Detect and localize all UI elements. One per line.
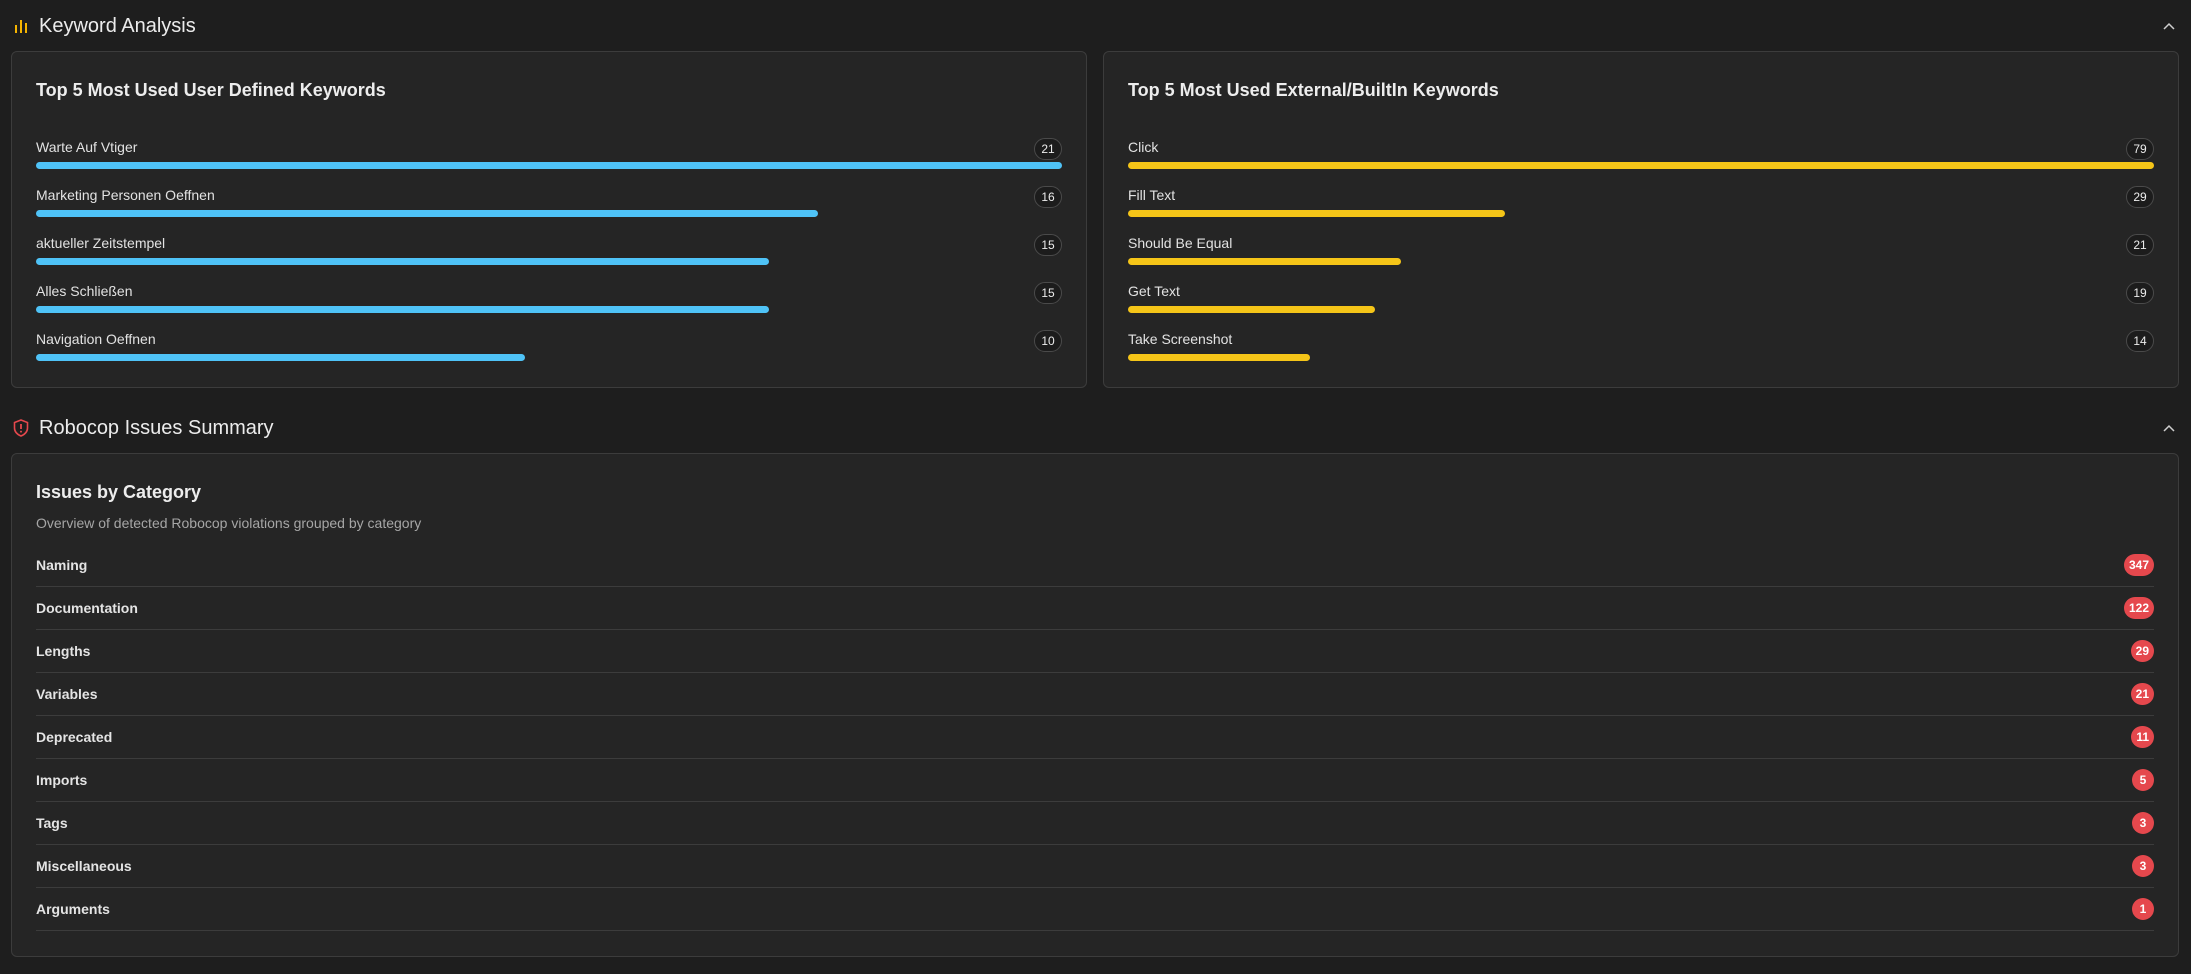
keyword-analysis-header[interactable]: Keyword Analysis xyxy=(0,6,2191,46)
keyword-count-badge: 21 xyxy=(1034,138,1062,160)
keyword-bar xyxy=(1128,258,1401,265)
keyword-bar-track xyxy=(1128,354,2154,361)
category-row[interactable]: Variables 21 xyxy=(36,673,2154,716)
bar-chart-icon xyxy=(12,17,30,35)
category-label: Deprecated xyxy=(36,729,113,745)
issue-count-badge: 347 xyxy=(2123,554,2154,576)
issue-count-badge: 21 xyxy=(2130,683,2154,705)
keyword-count-badge: 16 xyxy=(1034,186,1062,208)
robocop-title: Robocop Issues Summary xyxy=(39,416,274,439)
keyword-count-badge: 19 xyxy=(2126,282,2154,304)
category-row[interactable]: Lengths 29 xyxy=(36,630,2154,673)
keyword-count-badge: 15 xyxy=(1034,282,1062,304)
keyword-bar xyxy=(1128,210,1505,217)
category-row[interactable]: Deprecated 11 xyxy=(36,716,2154,759)
keyword-count-badge: 21 xyxy=(2126,234,2154,256)
keyword-count-badge: 29 xyxy=(2126,186,2154,208)
keyword-bar xyxy=(36,210,818,217)
keyword-bar xyxy=(1128,162,2154,169)
category-row[interactable]: Tags 3 xyxy=(36,802,2154,845)
keyword-bar xyxy=(36,258,769,265)
category-label: Lengths xyxy=(36,643,91,659)
issues-by-category-card: Issues by Category Overview of detected … xyxy=(11,453,2179,957)
keyword-row: Fill Text 29 xyxy=(1128,186,2154,226)
chevron-up-icon[interactable] xyxy=(2159,418,2179,438)
keyword-row: aktueller Zeitstempel 15 xyxy=(36,234,1062,274)
keyword-label: Navigation Oeffnen xyxy=(36,331,156,347)
issue-count-badge: 3 xyxy=(2132,812,2154,834)
card-title: Top 5 Most Used User Defined Keywords xyxy=(36,80,386,100)
keyword-row: Should Be Equal 21 xyxy=(1128,234,2154,274)
category-label: Naming xyxy=(36,557,88,573)
category-label: Variables xyxy=(36,686,98,702)
keyword-count-badge: 79 xyxy=(2126,138,2154,160)
issue-count-badge: 3 xyxy=(2132,855,2154,877)
keyword-row: Warte Auf Vtiger 21 xyxy=(36,138,1062,178)
keyword-row: Take Screenshot 14 xyxy=(1128,330,2154,370)
keyword-row: Alles Schließen 15 xyxy=(36,282,1062,322)
shield-alert-icon xyxy=(12,419,30,437)
keyword-count-badge: 10 xyxy=(1034,330,1062,352)
card-title: Issues by Category xyxy=(36,482,202,502)
user-defined-keywords-card: Top 5 Most Used User Defined Keywords Wa… xyxy=(11,51,1087,388)
keyword-label: Should Be Equal xyxy=(1128,235,1233,251)
keyword-bar xyxy=(1128,354,1310,361)
chevron-up-icon[interactable] xyxy=(2159,16,2179,36)
keyword-row: Click 79 xyxy=(1128,138,2154,178)
keyword-label: Warte Auf Vtiger xyxy=(36,139,138,155)
keyword-label: Take Screenshot xyxy=(1128,331,1233,347)
issue-count-badge: 5 xyxy=(2132,769,2154,791)
keyword-bar-track xyxy=(36,258,1062,265)
issue-count-badge: 1 xyxy=(2132,898,2154,920)
external-keywords-card: Top 5 Most Used External/BuiltIn Keyword… xyxy=(1103,51,2179,388)
keyword-bar xyxy=(36,162,1062,169)
category-row[interactable]: Documentation 122 xyxy=(36,587,2154,630)
keyword-bar-track xyxy=(1128,306,2154,313)
keyword-analysis-title: Keyword Analysis xyxy=(39,14,196,37)
keyword-row: Navigation Oeffnen 10 xyxy=(36,330,1062,370)
category-label: Miscellaneous xyxy=(36,858,132,874)
issue-count-badge: 29 xyxy=(2130,640,2154,662)
card-subtitle: Overview of detected Robocop violations … xyxy=(36,515,422,531)
keyword-bar-track xyxy=(36,306,1062,313)
category-label: Tags xyxy=(36,815,68,831)
keyword-count-badge: 14 xyxy=(2126,330,2154,352)
keyword-label: Fill Text xyxy=(1128,187,1176,203)
category-row[interactable]: Imports 5 xyxy=(36,759,2154,802)
keyword-label: Alles Schließen xyxy=(36,283,133,299)
keyword-bar-track xyxy=(36,162,1062,169)
keyword-label: aktueller Zeitstempel xyxy=(36,235,166,251)
keyword-bar xyxy=(36,306,769,313)
category-row[interactable]: Naming 347 xyxy=(36,544,2154,587)
keyword-label: Click xyxy=(1128,139,1159,155)
keyword-bar xyxy=(36,354,525,361)
keyword-bar-track xyxy=(36,354,1062,361)
card-title: Top 5 Most Used External/BuiltIn Keyword… xyxy=(1128,80,1499,100)
keyword-bar xyxy=(1128,306,1375,313)
keyword-label: Get Text xyxy=(1128,283,1180,299)
category-row[interactable]: Arguments 1 xyxy=(36,888,2154,931)
keyword-bar-track xyxy=(1128,210,2154,217)
keyword-bar-track xyxy=(1128,258,2154,265)
keyword-row: Marketing Personen Oeffnen 16 xyxy=(36,186,1062,226)
robocop-header[interactable]: Robocop Issues Summary xyxy=(0,408,2191,448)
category-label: Imports xyxy=(36,772,88,788)
keyword-count-badge: 15 xyxy=(1034,234,1062,256)
issue-count-badge: 122 xyxy=(2123,597,2154,619)
keyword-bar-track xyxy=(36,210,1062,217)
keyword-bar-track xyxy=(1128,162,2154,169)
category-label: Arguments xyxy=(36,901,110,917)
category-label: Documentation xyxy=(36,600,138,616)
issue-count-badge: 11 xyxy=(2131,726,2154,748)
keyword-label: Marketing Personen Oeffnen xyxy=(36,187,215,203)
category-row[interactable]: Miscellaneous 3 xyxy=(36,845,2154,888)
keyword-row: Get Text 19 xyxy=(1128,282,2154,322)
